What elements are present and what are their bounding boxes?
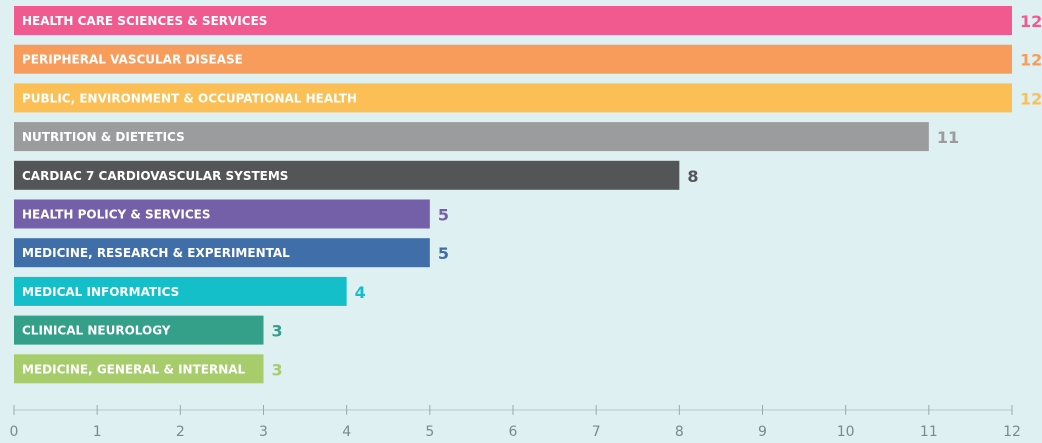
value-label: 8 bbox=[687, 167, 698, 186]
x-tick-label: 5 bbox=[425, 424, 434, 440]
x-tick-label: 9 bbox=[758, 424, 767, 440]
category-label: PUBLIC, ENVIRONMENT & OCCUPATIONAL HEALT… bbox=[22, 91, 357, 105]
bar bbox=[14, 83, 1012, 113]
value-label: 12 bbox=[1020, 89, 1042, 108]
bar bbox=[14, 276, 347, 306]
bar bbox=[14, 315, 264, 345]
category-label: MEDICINE, RESEARCH & EXPERIMENTAL bbox=[22, 246, 290, 260]
category-label: HEALTH CARE SCIENCES & SERVICES bbox=[22, 14, 267, 28]
x-tick-label: 3 bbox=[259, 424, 268, 440]
x-tick-label: 6 bbox=[509, 424, 518, 440]
x-tick-label: 7 bbox=[592, 424, 601, 440]
value-label: 12 bbox=[1020, 12, 1042, 31]
category-label: MEDICAL INFORMATICS bbox=[22, 285, 179, 299]
category-label: MEDICINE, GENERAL & INTERNAL bbox=[22, 362, 246, 376]
x-tick-label: 10 bbox=[837, 424, 855, 440]
bar bbox=[14, 354, 264, 384]
x-tick-label: 12 bbox=[1003, 424, 1021, 440]
category-label: HEALTH POLICY & SERVICES bbox=[22, 208, 211, 222]
value-label: 5 bbox=[438, 206, 449, 225]
category-label: NUTRITION & DIETETICS bbox=[22, 130, 185, 144]
bar bbox=[14, 44, 1012, 74]
value-label: 5 bbox=[438, 244, 449, 263]
value-label: 11 bbox=[937, 128, 959, 147]
value-label: 12 bbox=[1020, 51, 1042, 70]
x-tick-label: 4 bbox=[342, 424, 351, 440]
value-label: 4 bbox=[355, 283, 366, 302]
x-tick-label: 8 bbox=[675, 424, 684, 440]
x-tick-label: 2 bbox=[176, 424, 185, 440]
x-tick-label: 11 bbox=[920, 424, 938, 440]
value-label: 3 bbox=[272, 360, 283, 379]
bar bbox=[14, 160, 680, 190]
bar bbox=[14, 122, 929, 152]
category-label: CLINICAL NEUROLOGY bbox=[22, 324, 171, 338]
bar bbox=[14, 6, 1012, 35]
x-tick-label: 0 bbox=[10, 424, 19, 440]
value-label: 3 bbox=[272, 322, 283, 341]
x-tick-label: 1 bbox=[93, 424, 102, 440]
bar bbox=[14, 238, 430, 268]
bar bbox=[14, 199, 430, 229]
category-label: CARDIAC 7 CARDIOVASCULAR SYSTEMS bbox=[22, 169, 288, 183]
category-label: PERIPHERAL VASCULAR DISEASE bbox=[22, 53, 243, 67]
